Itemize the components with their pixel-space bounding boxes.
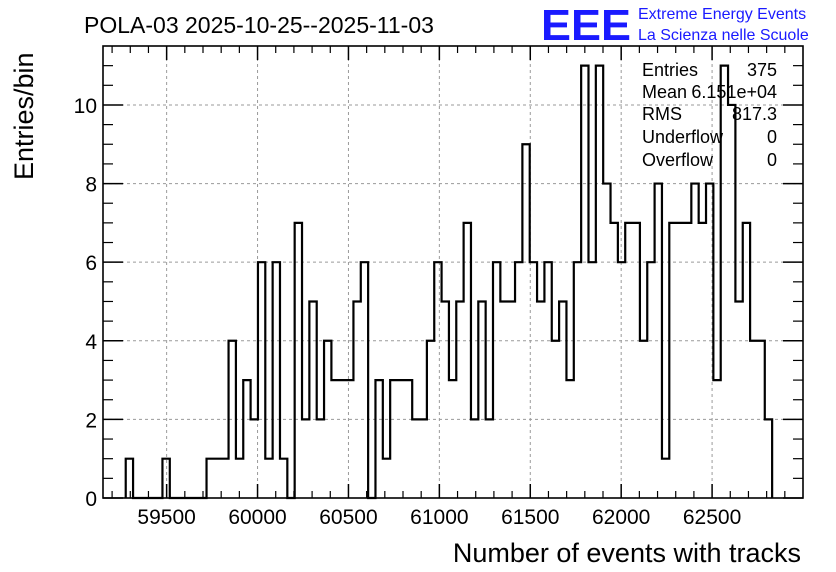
logo-line-1: Extreme Energy Events	[638, 6, 806, 23]
logo-line-2: La Scienza nelle Scuole	[638, 27, 809, 44]
x-tick-label: 62000	[592, 506, 650, 529]
grid-lines	[103, 46, 803, 498]
stats-overflow-value: 0	[767, 150, 777, 170]
x-tick-label: 60000	[228, 506, 286, 529]
y-axis-label: Entries/bin	[9, 52, 39, 180]
stats-box: Entries 375 Mean 6.151e+04 RMS 817.3 Und…	[642, 60, 777, 170]
axis-ticks	[103, 46, 803, 499]
y-tick-label: 10	[74, 95, 97, 118]
x-tick-label: 60500	[319, 506, 377, 529]
y-tick-label: 8	[85, 174, 97, 197]
y-tick-label: 4	[85, 331, 97, 354]
stats-overflow-label: Overflow	[642, 150, 714, 170]
x-tick-label: 61000	[410, 506, 468, 529]
y-tick-label: 0	[85, 488, 97, 511]
x-tick-label: 61500	[501, 506, 559, 529]
stats-mean-value: 6.151e+04	[691, 82, 777, 102]
stats-underflow-label: Underflow	[642, 127, 724, 147]
stats-mean-label: Mean	[642, 82, 687, 102]
stats-entries-label: Entries	[642, 60, 698, 80]
eee-logo-icon: EEE	[541, 1, 631, 50]
histogram-outline	[124, 64, 774, 500]
x-tick-label: 62500	[683, 506, 741, 529]
stats-rms-value: 817.3	[732, 104, 777, 124]
x-tick-label: 59500	[137, 506, 195, 529]
stats-underflow-value: 0	[767, 127, 777, 147]
tick-labels: 59500 60000 60500 61000 61500 62000 62500 0 2 4 6 8…	[74, 95, 742, 529]
x-axis-label: Number of events with tracks	[453, 538, 801, 568]
y-tick-label: 6	[85, 252, 97, 275]
y-tick-label: 2	[85, 409, 97, 432]
plot-frame	[102, 45, 804, 499]
stats-rms-label: RMS	[642, 104, 682, 124]
chart-title: POLA-03 2025-10-25--2025-11-03	[84, 12, 434, 38]
stats-entries-value: 375	[747, 60, 777, 80]
